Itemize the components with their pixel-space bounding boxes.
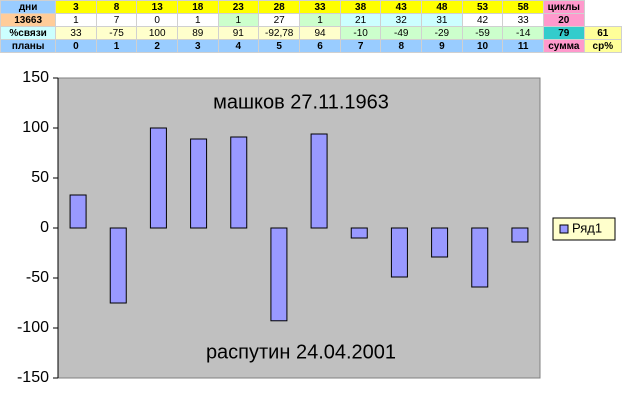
table-cell: 33 (55, 26, 97, 40)
y-tick-label: -150 (17, 369, 49, 386)
bar (511, 227, 529, 243)
legend-label: Ряд1 (572, 220, 602, 235)
annotation: машков 27.11.1963 (213, 91, 389, 113)
bar (109, 227, 127, 304)
table-cell: 38 (339, 0, 382, 14)
row-header-cell: дни (0, 0, 57, 14)
table-cell: 32 (380, 13, 423, 27)
y-tick-label: -100 (17, 319, 49, 336)
bar (350, 227, 368, 239)
table-cell: 91 (217, 26, 260, 40)
bar (230, 136, 248, 229)
legend-swatch (559, 224, 569, 234)
plot-area (57, 77, 541, 379)
table-row: 13663 1 7 0 1 1 27 1 21 32 31 42 33 20 (0, 13, 622, 27)
table-cell: циклы (542, 0, 585, 14)
bar (310, 133, 328, 229)
table-cell: 6 (299, 39, 341, 53)
table-cell: 1 (177, 13, 219, 27)
bar (471, 227, 489, 288)
table-cell: ср% (583, 39, 622, 53)
table-cell: 33 (299, 0, 341, 14)
bar (149, 127, 167, 229)
table-cell: -92,78 (258, 26, 301, 40)
table-cell: 1 (55, 13, 97, 27)
bar (431, 227, 449, 258)
legend-box (552, 217, 616, 241)
table-cell: 58 (502, 0, 544, 14)
table-cell: 8 (380, 39, 423, 53)
table-cell: 42 (461, 13, 504, 27)
table-cell: 7 (95, 13, 138, 27)
table-cell: 23 (217, 0, 260, 14)
table-cell: 3 (177, 39, 219, 53)
table-cell: 61 (583, 26, 622, 40)
y-tick-label: 50 (31, 169, 49, 186)
table-cell: 0 (55, 39, 97, 53)
bar (69, 194, 87, 229)
table-cell: сумма (542, 39, 585, 53)
data-table: дни 3 8 13 18 23 28 33 38 43 48 53 58 циклы 13663 1 7 0 1 1… (0, 0, 622, 53)
table-cell: 3 (55, 0, 97, 14)
y-tick-label: -50 (26, 269, 49, 286)
row-header-cell: планы (0, 39, 57, 53)
table-cell: 18 (177, 0, 219, 14)
legend: Ряд1 (552, 217, 616, 241)
table-cell: 48 (421, 0, 463, 14)
table-cell: 4 (217, 39, 260, 53)
y-tick-label: 100 (22, 119, 49, 136)
bar (190, 138, 208, 229)
table-cell: 5 (258, 39, 301, 53)
annotation: распутин 24.04.2001 (206, 341, 396, 363)
bar (390, 227, 408, 278)
y-tick-label: 0 (40, 219, 49, 236)
table-cell: 11 (502, 39, 544, 53)
bar (270, 227, 288, 322)
table-cell: 2 (136, 39, 179, 53)
table-row: планы 0 1 2 3 4 5 6 7 8 9 10 11 сумма ср% (0, 39, 622, 53)
table-cell: 7 (339, 39, 382, 53)
y-tick-label: 150 (22, 69, 49, 86)
table-cell: 79 (542, 26, 585, 40)
table-cell: 27 (258, 13, 301, 27)
